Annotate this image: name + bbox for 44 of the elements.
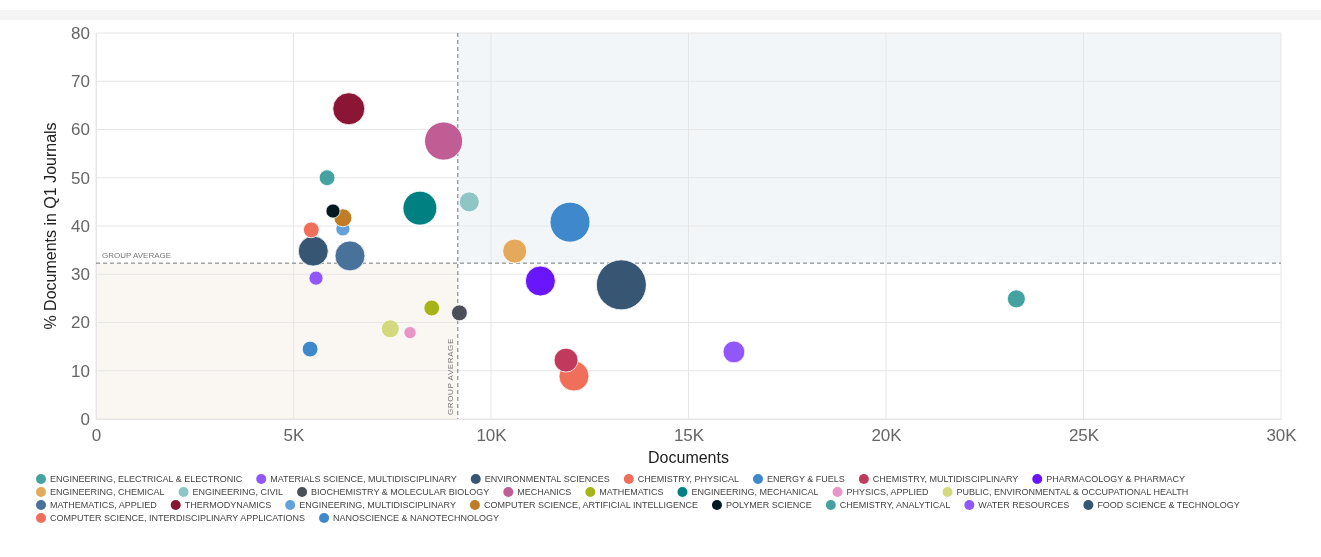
legend-label: NANOSCIENCE & NANOTECHNOLOGY [333, 513, 500, 523]
legend-label: CHEMISTRY, MULTIDISCIPLINARY [872, 474, 1019, 484]
legend-label: CHEMISTRY, ANALYTICAL [839, 500, 951, 510]
x-tick-label: 15K [673, 426, 705, 446]
y-tick-label: 0 [80, 409, 90, 429]
legend-label: PHYSICS, APPLIED [846, 487, 930, 497]
y-tick-label: 30 [71, 265, 90, 285]
legend-label: WATER RESOURCES [978, 500, 1070, 510]
x-tick-label: 10K [476, 426, 508, 446]
y-tick-label: 60 [71, 120, 90, 140]
x-tick-label: 25K [1068, 426, 1100, 446]
y-tick-label: 80 [71, 23, 90, 43]
legend-label: CHEMISTRY, PHYSICAL [637, 474, 739, 484]
legend-label: PUBLIC, ENVIRONMENTAL & OCCUPATIONAL HEALTH [956, 487, 1189, 497]
legend-label: FOOD SCIENCE & TECHNOLOGY [1097, 500, 1240, 510]
legend-label: ENGINEERING, MECHANICAL [691, 487, 819, 497]
legend-label: POLYMER SCIENCE [725, 500, 812, 510]
x-axis-title: Documents [648, 449, 729, 466]
legend-label: ENGINEERING, MULTIDISCIPLINARY [299, 500, 456, 510]
legend-label: THERMODYNAMICS [184, 500, 272, 510]
legend-label: MATHEMATICS, APPLIED [50, 500, 158, 510]
ref-line-label: GROUP AVERAGE [102, 251, 172, 261]
y-tick-label: 70 [71, 72, 90, 92]
x-tick-label: 30K [1266, 426, 1298, 446]
legend-label: MATERIALS SCIENCE, MULTIDISCIPLINARY [270, 474, 457, 484]
legend-label: COMPUTER SCIENCE, ARTIFICIAL INTELLIGENCE [483, 500, 698, 510]
y-tick-label: 40 [71, 216, 90, 236]
legend-label: ENGINEERING, CHEMICAL [50, 487, 165, 497]
legend-label: BIOCHEMISTRY & MOLECULAR BIOLOGY [311, 487, 490, 497]
ref-line-label: GROUP AVERAGE [445, 338, 455, 415]
legend-label: MECHANICS [517, 487, 572, 497]
y-tick-label: 20 [71, 313, 90, 333]
legend-label: ENVIRONMENTAL SCIENCES [484, 474, 610, 484]
legend-label: MATHEMATICS [599, 487, 664, 497]
y-tick-label: 10 [71, 361, 90, 381]
legend-label: PHARMACOLOGY & PHARMACY [1046, 474, 1186, 484]
x-tick-label: 5K [283, 426, 306, 446]
x-tick-label: 20K [871, 426, 903, 446]
legend-label: ENGINEERING, CIVIL [192, 487, 284, 497]
y-tick-label: 50 [71, 168, 90, 188]
legend-label: COMPUTER SCIENCE, INTERDISCIPLINARY APPLICATIONS [50, 513, 306, 523]
legend-label: ENGINEERING, ELECTRICAL & ELECTRONIC [50, 474, 243, 484]
y-axis-title: % Documents in Q1 Journals [42, 122, 59, 330]
legend-label: ENERGY & FUELS [767, 474, 845, 484]
